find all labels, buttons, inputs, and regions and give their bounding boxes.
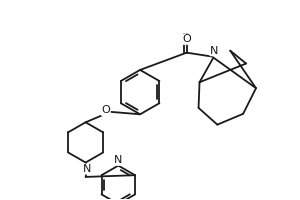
Text: N: N [83, 164, 91, 174]
Text: O: O [182, 34, 191, 44]
Text: N: N [210, 46, 218, 56]
Text: N: N [114, 155, 122, 165]
Text: O: O [101, 105, 110, 115]
